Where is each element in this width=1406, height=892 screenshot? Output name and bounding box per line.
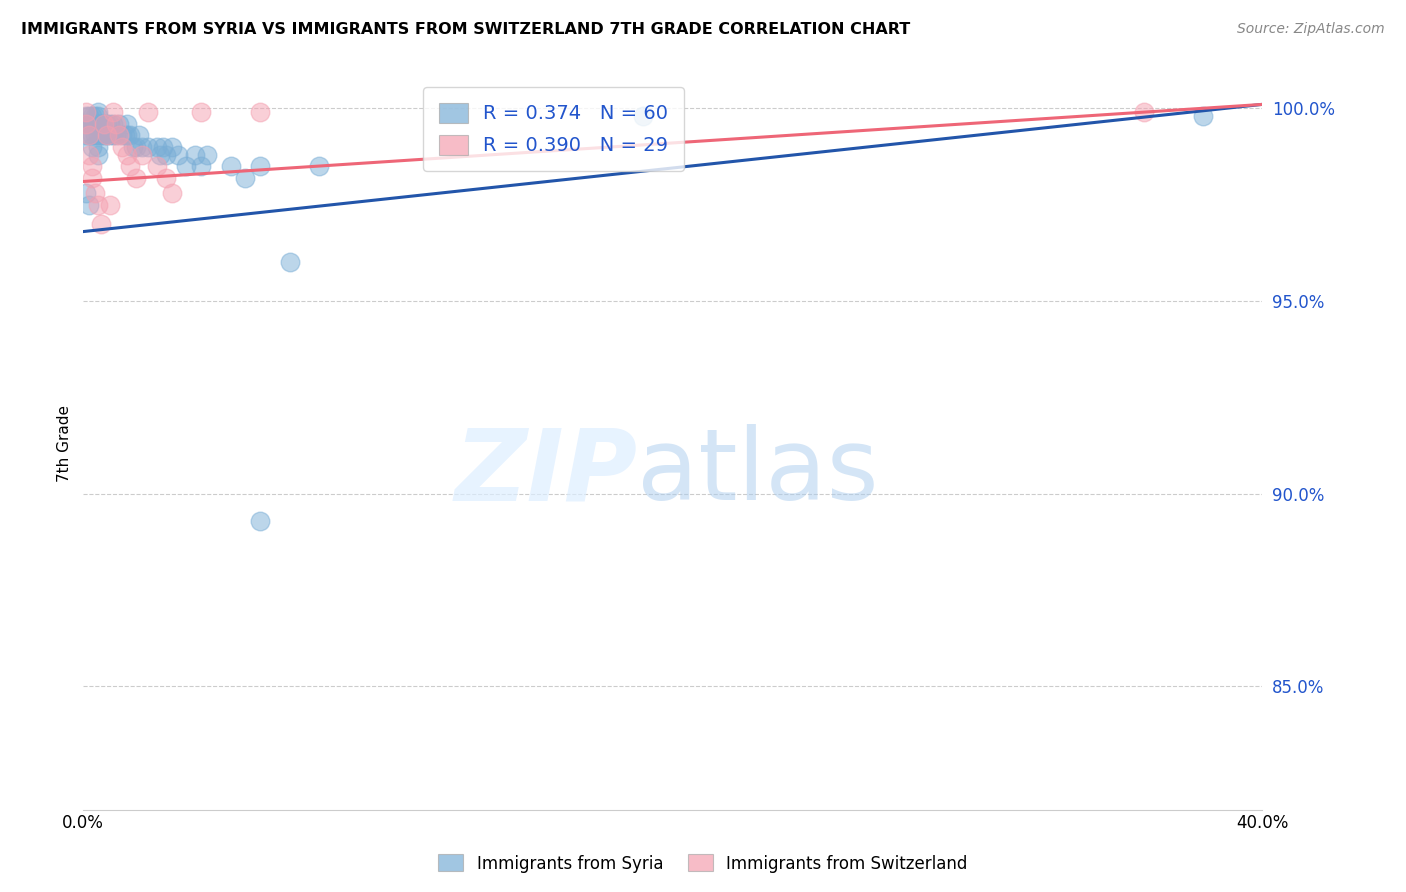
Point (160, 140, 183, 154)
Point (190, 159, 212, 173)
Point (87, 147, 110, 161)
Point (117, 128, 139, 143)
Point (308, 159, 330, 173)
Point (117, 117, 139, 131)
Text: IMMIGRANTS FROM SYRIA VS IMMIGRANTS FROM SWITZERLAND 7TH GRADE CORRELATION CHART: IMMIGRANTS FROM SYRIA VS IMMIGRANTS FROM… (21, 22, 910, 37)
Point (87, 109, 110, 123)
Point (101, 117, 124, 131)
Point (131, 147, 153, 161)
Point (136, 140, 159, 154)
Text: ZIP: ZIP (454, 425, 637, 521)
Point (77, 128, 100, 143)
Point (120, 159, 142, 173)
Point (120, 128, 142, 143)
Point (96, 128, 118, 143)
Point (249, 105, 271, 120)
Point (104, 117, 127, 131)
Point (146, 140, 169, 154)
Legend: R = 0.374   N = 60, R = 0.390   N = 29: R = 0.374 N = 60, R = 0.390 N = 29 (423, 87, 683, 171)
Text: Source: ZipAtlas.com: Source: ZipAtlas.com (1237, 22, 1385, 37)
Point (75, 128, 97, 143)
Point (249, 514, 271, 528)
Point (249, 159, 271, 173)
Point (87, 197, 110, 211)
Point (160, 186, 183, 200)
Point (155, 170, 177, 185)
Point (101, 105, 124, 120)
Point (90, 128, 112, 143)
Point (131, 140, 153, 154)
Point (146, 159, 169, 173)
Point (122, 140, 145, 154)
Point (98, 117, 121, 131)
Point (104, 128, 127, 143)
Legend: Immigrants from Syria, Immigrants from Switzerland: Immigrants from Syria, Immigrants from S… (432, 847, 974, 880)
Point (107, 117, 129, 131)
Point (75, 117, 97, 131)
Point (190, 105, 212, 120)
Point (77, 128, 100, 143)
Point (75, 105, 97, 120)
Point (84, 117, 107, 131)
Point (77, 147, 100, 161)
Point (82, 117, 104, 131)
Text: atlas: atlas (637, 425, 879, 521)
Point (278, 255, 301, 269)
Point (75, 117, 97, 131)
Point (84, 128, 107, 143)
Point (87, 105, 110, 120)
Point (166, 147, 188, 161)
Point (87, 128, 110, 143)
Point (125, 170, 148, 185)
Point (110, 140, 132, 154)
Point (82, 159, 104, 173)
Point (75, 109, 97, 123)
Point (93, 117, 115, 131)
Point (149, 147, 172, 161)
Point (101, 128, 124, 143)
Point (128, 128, 150, 143)
Point (631, 109, 654, 123)
Point (114, 128, 136, 143)
Point (96, 128, 118, 143)
Point (93, 128, 115, 143)
Point (1133, 105, 1156, 120)
Point (82, 170, 104, 185)
Point (98, 197, 121, 211)
Point (98, 128, 121, 143)
Point (77, 117, 100, 131)
Point (136, 105, 159, 120)
Point (87, 117, 110, 131)
Point (82, 109, 104, 123)
Point (195, 147, 218, 161)
Point (77, 109, 100, 123)
Point (90, 217, 112, 231)
Point (125, 140, 148, 154)
Point (90, 117, 112, 131)
Point (96, 117, 118, 131)
Point (77, 197, 100, 211)
Point (1192, 109, 1215, 123)
Point (82, 128, 104, 143)
Point (84, 186, 107, 200)
Point (93, 117, 115, 131)
Point (219, 159, 242, 173)
Point (117, 147, 139, 161)
Point (184, 147, 207, 161)
Point (235, 170, 257, 185)
Point (84, 109, 107, 123)
Point (87, 140, 110, 154)
Point (82, 140, 104, 154)
Point (110, 128, 132, 143)
Point (152, 140, 174, 154)
Point (107, 128, 129, 143)
Y-axis label: 7th Grade: 7th Grade (58, 405, 72, 482)
Point (176, 159, 198, 173)
Point (75, 186, 97, 200)
Point (155, 147, 177, 161)
